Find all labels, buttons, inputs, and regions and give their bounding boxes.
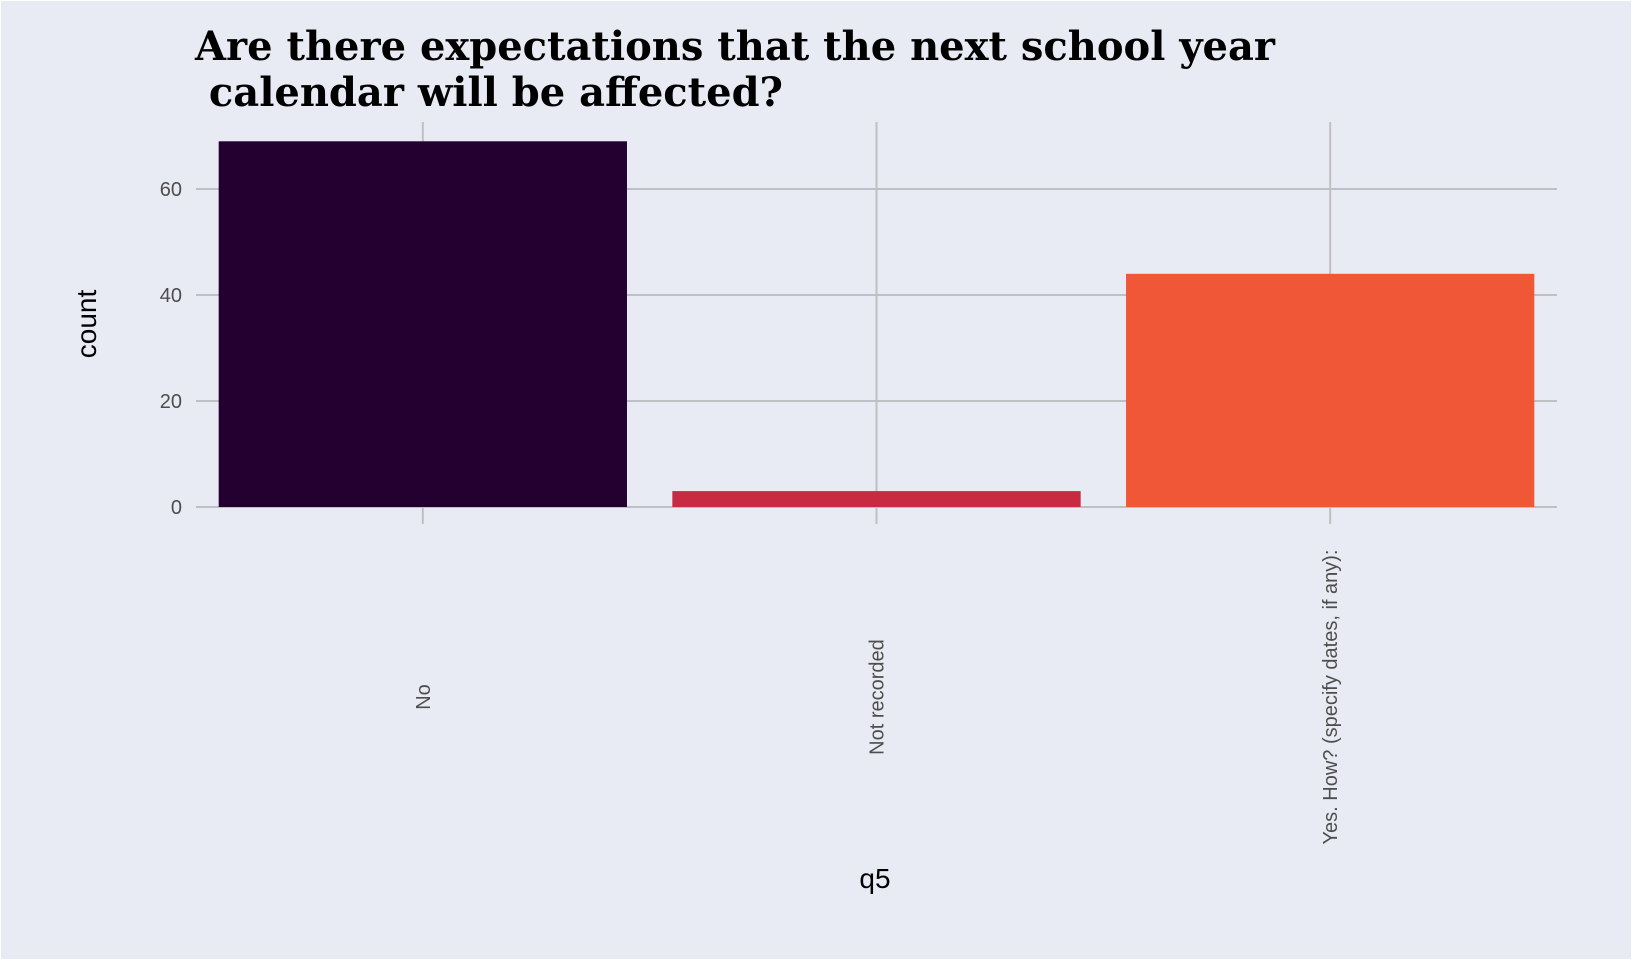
y-tick-label: 60 xyxy=(160,179,182,201)
y-tick-label: 0 xyxy=(171,497,182,519)
y-axis-title: count xyxy=(71,290,102,359)
bar-2 xyxy=(1126,273,1535,507)
chart-title-line-2: calendar will be affected? xyxy=(195,69,783,116)
bar-1 xyxy=(672,491,1081,507)
x-tick-label: No xyxy=(413,684,435,710)
y-tick-label: 20 xyxy=(160,391,182,413)
y-axis-ticks: 0 20 40 60 xyxy=(160,179,182,519)
y-tick-label: 40 xyxy=(160,285,182,307)
x-tick-label: Not recorded xyxy=(867,639,889,755)
bar-0 xyxy=(218,141,627,508)
x-tick-label: Yes. How? (specify dates, if any): xyxy=(1320,550,1342,845)
x-axis-ticks: No Not recorded Yes. How? (specify dates, … xyxy=(413,550,1342,845)
x-axis-title: q5 xyxy=(859,863,890,894)
chart-title-line-1: Are there expectations that the next sch… xyxy=(194,23,1276,70)
bars xyxy=(218,141,1535,508)
